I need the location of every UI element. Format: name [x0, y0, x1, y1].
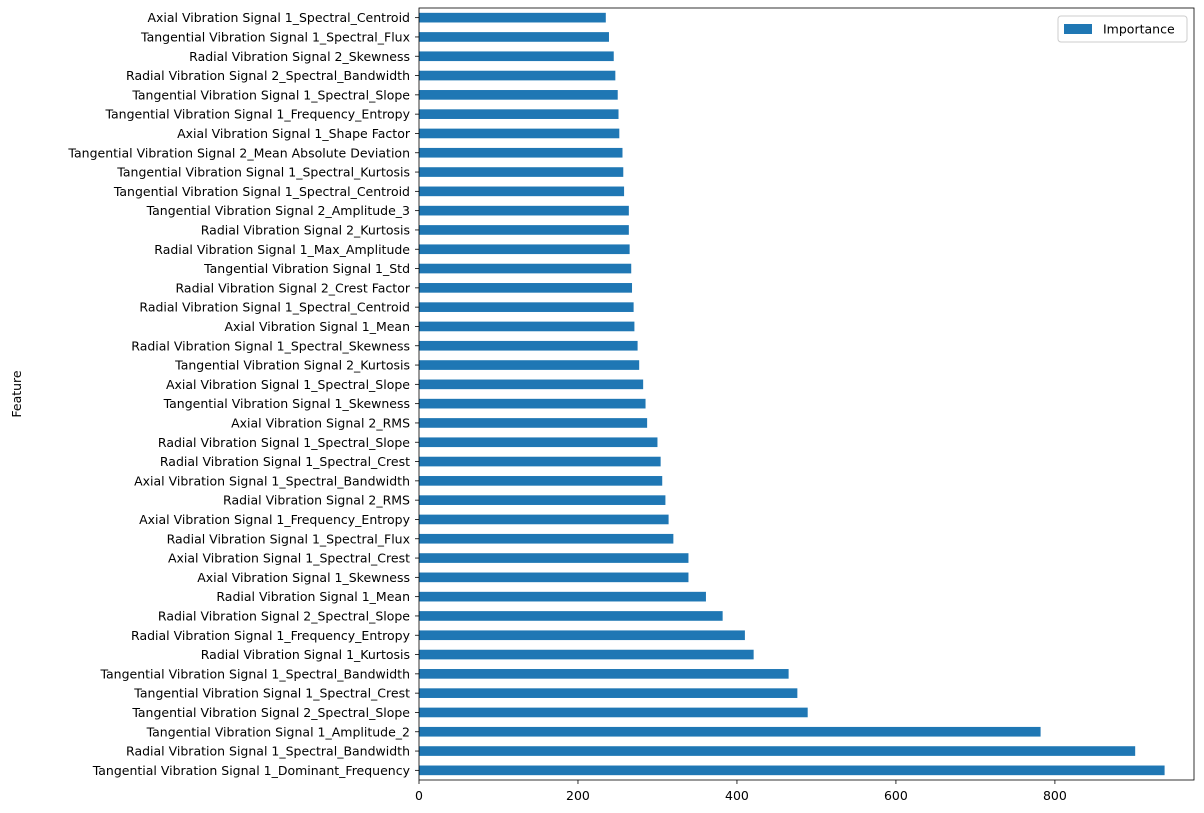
y-tick-label: Tangential Vibration Signal 1_Dominant_F…	[92, 763, 411, 778]
x-tick-label: 0	[415, 788, 423, 803]
y-tick-label: Axial Vibration Signal 1_Frequency_Entro…	[139, 512, 410, 527]
bar	[419, 746, 1136, 756]
y-tick-label: Axial Vibration Signal 1_Mean	[224, 319, 410, 334]
y-tick-label: Radial Vibration Signal 1_Kurtosis	[201, 647, 410, 662]
bar	[419, 765, 1165, 776]
bar	[419, 707, 808, 718]
x-tick-label: 200	[566, 788, 590, 803]
y-tick-label: Radial Vibration Signal 1_Spectral_Skewn…	[131, 338, 410, 353]
bar	[419, 205, 629, 216]
y-tick-label: Radial Vibration Signal 1_Spectral_Centr…	[139, 300, 410, 315]
y-tick-label: Radial Vibration Signal 1_Spectral_Flux	[167, 531, 410, 546]
bar	[419, 611, 723, 621]
legend: Importance	[1057, 15, 1188, 43]
y-axis-ticks: Tangential Vibration Signal 1_Dominant_F…	[67, 10, 419, 778]
bar	[419, 379, 644, 390]
y-tick-label: Radial Vibration Signal 1_Max_Amplitude	[154, 242, 410, 257]
y-tick-label: Tangential Vibration Signal 1_Spectral_B…	[99, 666, 410, 681]
bar	[419, 553, 689, 563]
bar	[419, 147, 623, 158]
x-axis-ticks: 0 200 400 600 800	[415, 780, 1067, 803]
y-tick-label: Radial Vibration Signal 1_Spectral_Bandw…	[126, 744, 410, 759]
bar	[419, 12, 606, 23]
bar	[419, 398, 646, 409]
bar	[419, 283, 633, 293]
y-tick-label: Radial Vibration Signal 1_Frequency_Entr…	[131, 628, 411, 643]
y-tick-label: Axial Vibration Signal 1_Spectral_Centro…	[147, 10, 410, 25]
y-tick-label: Axial Vibration Signal 1_Skewness	[197, 570, 410, 585]
y-tick-label: Axial Vibration Signal 1_Spectral_Bandwi…	[134, 473, 410, 488]
bar	[419, 514, 669, 525]
y-tick-label: Tangential Vibration Signal 2_Spectral_S…	[131, 705, 410, 720]
bar	[419, 688, 798, 698]
y-tick-label: Tangential Vibration Signal 1_Spectral_C…	[113, 184, 410, 199]
bar	[419, 51, 614, 62]
bar	[419, 360, 640, 370]
y-tick-label: Tangential Vibration Signal 1_Std	[203, 261, 410, 276]
y-tick-label: Tangential Vibration Signal 1_Skewness	[163, 396, 410, 411]
y-tick-label: Tangential Vibration Signal 1_Spectral_F…	[140, 29, 410, 44]
y-tick-label: Axial Vibration Signal 1_Spectral_Slope	[166, 377, 410, 392]
y-tick-label: Radial Vibration Signal 1_Spectral_Crest	[160, 454, 410, 469]
y-tick-label: Tangential Vibration Signal 2_Amplitude_…	[146, 203, 410, 218]
bar	[419, 321, 635, 332]
y-tick-label: Tangential Vibration Signal 1_Spectral_C…	[133, 686, 410, 701]
y-tick-label: Tangential Vibration Signal 1_Frequency_…	[104, 107, 410, 122]
y-tick-label: Radial Vibration Signal 2_Crest Factor	[176, 280, 411, 295]
y-tick-label: Axial Vibration Signal 1_Spectral_Crest	[168, 551, 410, 566]
bar	[419, 167, 624, 177]
y-tick-label: Radial Vibration Signal 2_Spectral_Bandw…	[126, 68, 410, 83]
y-tick-label: Radial Vibration Signal 1_Spectral_Slope	[158, 435, 410, 450]
bar	[419, 437, 658, 448]
y-tick-label: Axial Vibration Signal 1_Shape Factor	[177, 126, 411, 141]
y-tick-label: Radial Vibration Signal 2_Skewness	[189, 49, 410, 64]
bar	[419, 456, 661, 467]
y-tick-label: Tangential Vibration Signal 2_Kurtosis	[174, 358, 410, 373]
bar	[419, 726, 1041, 737]
y-tick-label: Tangential Vibration Signal 2_Mean Absol…	[67, 145, 410, 160]
plot-frame	[418, 7, 1195, 781]
bar	[419, 669, 789, 679]
bar	[419, 128, 620, 139]
x-tick-label: 800	[1043, 788, 1067, 803]
bar	[419, 533, 674, 544]
legend-box	[1057, 15, 1188, 43]
bar	[419, 225, 629, 235]
y-tick-label: Tangential Vibration Signal 1_Spectral_S…	[131, 87, 410, 102]
bar	[419, 572, 689, 583]
legend-label: Importance	[1103, 22, 1175, 37]
bar	[419, 591, 706, 602]
y-tick-label: Axial Vibration Signal 2_RMS	[231, 415, 410, 430]
bar	[419, 186, 625, 197]
bar	[419, 418, 648, 428]
y-tick-label: Radial Vibration Signal 1_Mean	[216, 589, 410, 604]
y-tick-label: Radial Vibration Signal 2_Kurtosis	[201, 222, 410, 237]
bar	[419, 32, 609, 42]
bar	[419, 90, 618, 100]
y-tick-label: Tangential Vibration Signal 1_Amplitude_…	[146, 724, 410, 739]
bar	[419, 109, 619, 119]
bar	[419, 340, 638, 351]
x-tick-label: 600	[884, 788, 908, 803]
bar	[419, 495, 666, 505]
bar	[419, 244, 630, 255]
y-tick-label: Radial Vibration Signal 2_RMS	[223, 493, 410, 508]
y-axis-label: Feature	[9, 370, 24, 418]
x-tick-label: 400	[725, 788, 749, 803]
legend-swatch	[1064, 24, 1092, 34]
bar	[419, 630, 745, 641]
bars-group	[419, 12, 1165, 776]
y-tick-label: Tangential Vibration Signal 1_Spectral_K…	[116, 165, 410, 180]
bar	[419, 476, 663, 486]
bar	[419, 649, 754, 660]
bar	[419, 70, 616, 81]
bar	[419, 302, 634, 312]
bar	[419, 263, 632, 274]
y-tick-label: Radial Vibration Signal 2_Spectral_Slope	[158, 608, 410, 623]
